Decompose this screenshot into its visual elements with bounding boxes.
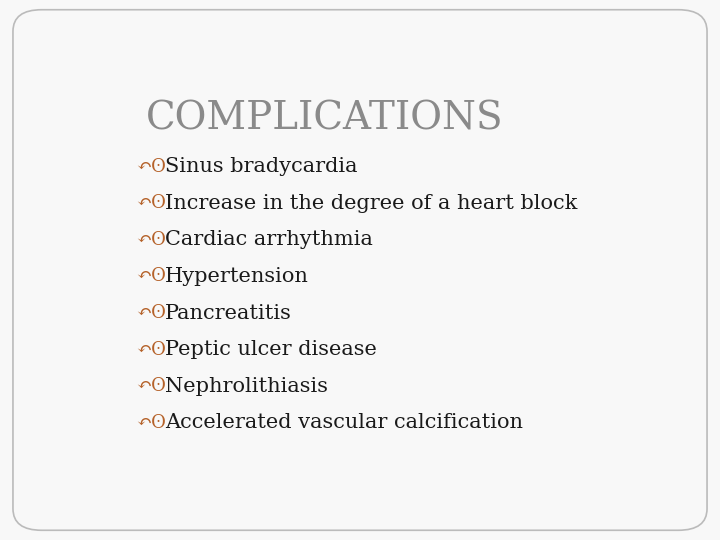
Text: Cardiac arrhythmia: Cardiac arrhythmia bbox=[166, 231, 373, 249]
Text: Pancreatitis: Pancreatitis bbox=[166, 303, 292, 322]
Text: Sinus bradycardia: Sinus bradycardia bbox=[166, 157, 358, 176]
Text: Peptic ulcer disease: Peptic ulcer disease bbox=[166, 340, 377, 359]
Text: Accelerated vascular calcification: Accelerated vascular calcification bbox=[166, 413, 523, 433]
Text: ↶ʘ: ↶ʘ bbox=[136, 414, 166, 432]
Text: ↶ʘ: ↶ʘ bbox=[136, 377, 166, 395]
Text: COMPLICATIONS: COMPLICATIONS bbox=[145, 100, 503, 137]
Text: ↶ʘ: ↶ʘ bbox=[136, 304, 166, 322]
Text: Nephrolithiasis: Nephrolithiasis bbox=[166, 377, 328, 396]
Text: Hypertension: Hypertension bbox=[166, 267, 309, 286]
Text: ↶ʘ: ↶ʘ bbox=[136, 231, 166, 249]
Text: ↶ʘ: ↶ʘ bbox=[136, 341, 166, 359]
Text: ↶ʘ: ↶ʘ bbox=[136, 194, 166, 212]
Text: ↶ʘ: ↶ʘ bbox=[136, 267, 166, 286]
Text: Increase in the degree of a heart block: Increase in the degree of a heart block bbox=[166, 194, 577, 213]
Text: ↶ʘ: ↶ʘ bbox=[136, 158, 166, 176]
